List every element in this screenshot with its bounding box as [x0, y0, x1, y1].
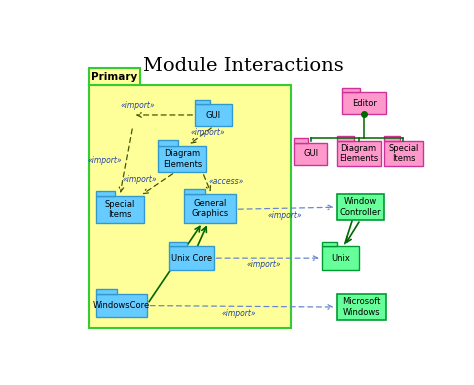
- Text: «access»: «access»: [209, 177, 244, 186]
- Text: Diagram
Elements: Diagram Elements: [163, 149, 202, 169]
- Text: WindowsCore: WindowsCore: [93, 301, 150, 310]
- Bar: [337, 294, 386, 320]
- Bar: [158, 140, 178, 146]
- Bar: [384, 141, 423, 166]
- Text: Primary: Primary: [91, 72, 137, 82]
- Bar: [195, 100, 210, 104]
- Bar: [384, 136, 400, 141]
- Text: Window
Controller: Window Controller: [340, 198, 381, 217]
- Text: Unix Core: Unix Core: [171, 254, 212, 263]
- Bar: [169, 246, 213, 270]
- Bar: [184, 194, 236, 223]
- Text: Module Interactions: Module Interactions: [143, 57, 343, 75]
- Text: General
Graphics: General Graphics: [191, 199, 228, 218]
- Bar: [322, 246, 359, 270]
- Text: «import»: «import»: [123, 175, 157, 184]
- Bar: [89, 69, 140, 85]
- Text: «import»: «import»: [191, 128, 225, 137]
- Text: Special
Items: Special Items: [105, 199, 135, 219]
- Bar: [342, 92, 386, 114]
- Bar: [96, 191, 115, 196]
- Text: Editor: Editor: [352, 99, 376, 108]
- Bar: [294, 138, 308, 142]
- Text: GUI: GUI: [303, 149, 319, 158]
- Text: Special
Items: Special Items: [389, 144, 419, 163]
- Text: «import»: «import»: [121, 101, 155, 110]
- Text: Microsoft
Windows: Microsoft Windows: [342, 297, 381, 317]
- Bar: [158, 146, 206, 172]
- Text: «import»: «import»: [88, 156, 122, 165]
- Text: «import»: «import»: [222, 308, 256, 318]
- Bar: [195, 104, 232, 126]
- Bar: [89, 85, 291, 328]
- Text: Unix: Unix: [331, 254, 350, 263]
- Text: «import»: «import»: [268, 211, 302, 220]
- Bar: [322, 241, 337, 246]
- Bar: [337, 194, 384, 219]
- Text: GUI: GUI: [206, 110, 221, 120]
- Text: «import»: «import»: [247, 260, 282, 269]
- Bar: [184, 189, 205, 194]
- Bar: [96, 196, 144, 223]
- Text: Diagram
Elements: Diagram Elements: [339, 144, 378, 163]
- Bar: [169, 241, 187, 246]
- Bar: [96, 294, 147, 318]
- Bar: [294, 142, 328, 165]
- Bar: [337, 141, 381, 166]
- Bar: [342, 88, 360, 92]
- Bar: [337, 136, 354, 141]
- Bar: [96, 289, 117, 294]
